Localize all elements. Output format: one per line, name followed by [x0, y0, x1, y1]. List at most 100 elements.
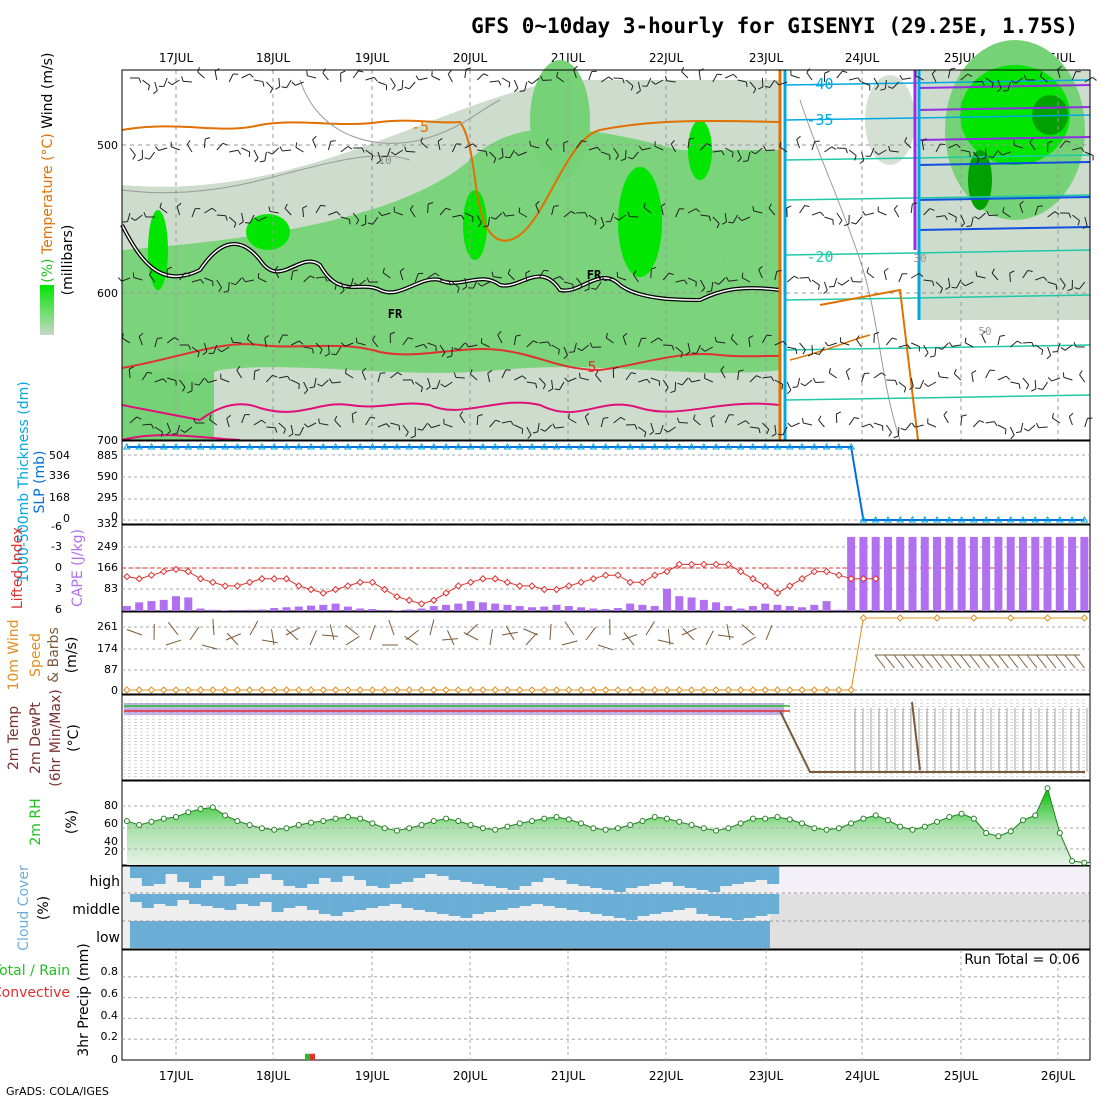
wind-barb [595, 370, 599, 376]
wind-barb [227, 281, 230, 292]
cloud-mid-bar [177, 894, 190, 900]
wind-barb [1009, 426, 1015, 436]
thickness-marker [589, 443, 598, 450]
wind-barb [377, 373, 381, 383]
wind-barb [979, 420, 985, 423]
wind-barb [295, 146, 304, 153]
temp-isoline [799, 99, 901, 441]
wind-barb [1005, 375, 1011, 381]
wind-barb [915, 70, 917, 76]
wind-barb [967, 73, 973, 77]
wind-barb [444, 381, 453, 388]
wind-barb [911, 422, 916, 428]
thickness-marker [933, 516, 941, 523]
li-marker [601, 571, 610, 579]
wind-barb [152, 90, 158, 95]
slp-tick: 885 [97, 449, 118, 462]
wind-barb [328, 279, 337, 286]
li-marker [270, 575, 278, 583]
wind-barb [519, 90, 525, 92]
thickness-marker [834, 443, 843, 450]
wind-barb [287, 376, 291, 381]
wind-barb [491, 271, 494, 277]
wind-barb [148, 274, 156, 283]
date-label-bottom: 17JUL [159, 1069, 194, 1083]
contour-label: -5 [411, 118, 429, 136]
thickness-marker [1006, 516, 1015, 523]
thickness-marker [466, 443, 475, 450]
rh2m-marker [1019, 817, 1026, 824]
wind10m-barb [874, 654, 886, 669]
rh2m-marker [332, 815, 339, 822]
wind-barb [841, 279, 850, 286]
wind-barb [1015, 431, 1022, 434]
wind-barb [886, 337, 893, 346]
cloud-mid-bar [200, 894, 213, 906]
wind-barb [567, 377, 577, 382]
li-tick: -3 [51, 540, 62, 553]
date-label-bottom: 19JUL [355, 1069, 390, 1083]
rh2m-marker [160, 815, 167, 822]
wind-barb [756, 375, 762, 379]
wind10m-barb [505, 625, 515, 641]
wind-barb [191, 279, 201, 283]
wind-barb [476, 73, 485, 81]
wind-barb [953, 368, 957, 374]
wind-barb [975, 271, 978, 277]
wind-barb [466, 67, 472, 70]
wind-barb [394, 211, 403, 216]
li-marker [552, 585, 561, 594]
wind-barb [372, 216, 379, 225]
wind-barb [927, 423, 937, 428]
thickness-marker [135, 443, 144, 450]
wind-barb [535, 200, 540, 206]
wind-barb [556, 71, 559, 77]
cape-bar [135, 602, 144, 611]
wind-barb [787, 422, 792, 428]
upper-ylabel: RH (%) Temperature (°C) Wind (m/s) [40, 53, 56, 308]
cloud-mid-bar [342, 894, 355, 912]
rh2m-marker [553, 814, 560, 820]
wind-barb [537, 422, 540, 432]
cloud-mid-bar [271, 894, 284, 912]
wind-barb [235, 277, 242, 286]
cloud-ylabel: Cloud Cover [16, 865, 32, 951]
slp-tick: 332 [97, 517, 118, 530]
wind-barb [495, 212, 503, 220]
thickness-marker [294, 443, 303, 450]
wind-barb [188, 344, 191, 350]
wind-barb [728, 221, 734, 224]
wind10m-barb [682, 628, 695, 641]
wind-barb [833, 277, 838, 287]
thickness-marker [945, 516, 954, 523]
wind-barb [427, 272, 436, 279]
wind-barb [953, 373, 962, 381]
li-marker [491, 575, 499, 583]
wind-barb [848, 417, 855, 426]
wind-barb [290, 340, 300, 346]
wind10m-panel-frame [121, 611, 1091, 695]
wind-barb [497, 330, 502, 336]
wind-barb [854, 417, 860, 420]
wind-barb [836, 411, 842, 415]
wind-barb [664, 387, 669, 392]
wind-barb [693, 414, 696, 420]
wind-barb [514, 375, 523, 381]
wind-barb [1073, 341, 1077, 348]
rh2m-marker [884, 817, 891, 824]
rh2m-marker [357, 815, 364, 822]
wind-barb [476, 415, 479, 426]
cloud-mid-bar [613, 894, 626, 918]
cloud-high-bar [460, 866, 473, 882]
thickness-marker [749, 443, 757, 450]
wind-barb [903, 387, 907, 393]
wind-barb [134, 214, 143, 221]
li-marker [577, 578, 585, 587]
rh2m-marker [185, 809, 192, 816]
wind-barb [142, 423, 152, 426]
wind-barb [791, 422, 800, 428]
wind-barb [787, 346, 797, 350]
cloud-level-label: high [89, 874, 120, 890]
wind-barb [905, 422, 912, 431]
wind-barb [487, 216, 491, 226]
